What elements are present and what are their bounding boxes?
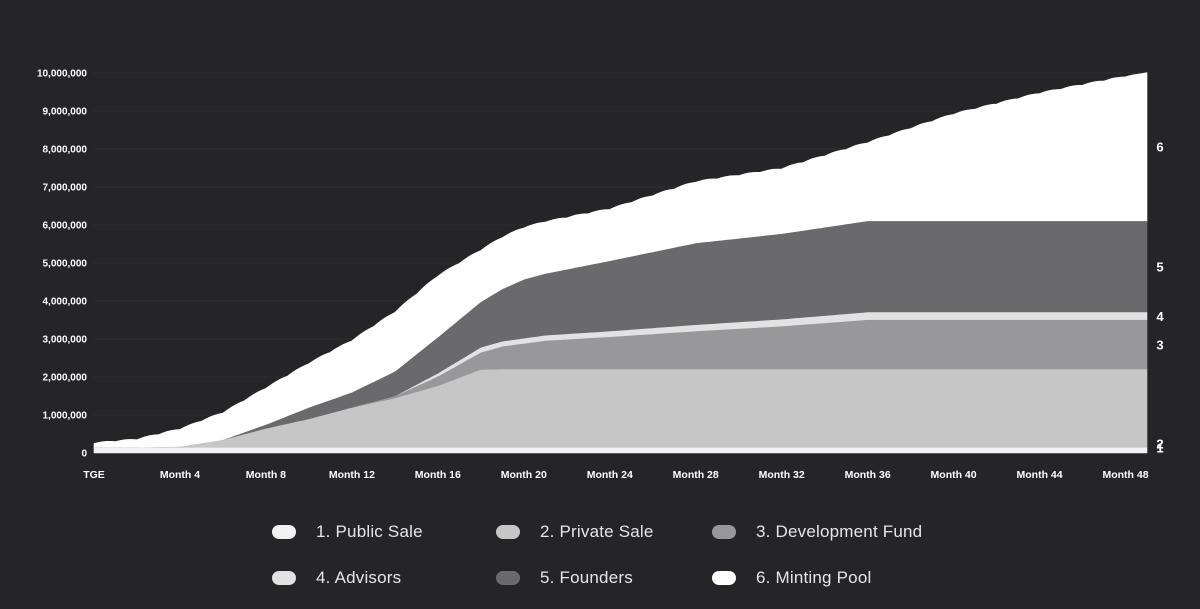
y-tick-label: 8,000,000 [43, 145, 88, 156]
x-tick-label: Month 24 [587, 469, 633, 481]
legend-item-development-fund: 3. Development Fund [712, 520, 972, 544]
y-tick-label: 0 [81, 449, 87, 460]
x-tick-label: Month 12 [329, 469, 375, 481]
legend-label-private-sale: 2. Private Sale [540, 522, 654, 541]
area-series-group [93, 72, 1148, 454]
area-series-1 [93, 447, 1148, 454]
legend: 1. Public Sale 2. Private Sale 3. Develo… [272, 520, 972, 590]
area-series-6 [93, 72, 1148, 448]
x-tick-label: Month 4 [160, 469, 200, 481]
legend-label-development-fund: 3. Development Fund [756, 522, 923, 541]
x-tick-label: Month 28 [673, 469, 719, 481]
y-tick-label: 3,000,000 [43, 335, 88, 346]
series-end-label-6: 6 [1156, 140, 1163, 155]
y-tick-label: 5,000,000 [43, 259, 88, 270]
series-end-label-3: 3 [1156, 337, 1163, 352]
x-tick-label: Month 44 [1017, 469, 1063, 481]
y-tick-label: 2,000,000 [43, 373, 88, 384]
legend-swatch-founders [496, 571, 520, 585]
y-tick-label: 10,000,000 [37, 69, 87, 80]
y-tick-label: 6,000,000 [43, 221, 88, 232]
legend-label-advisors: 4. Advisors [316, 568, 402, 587]
legend-swatch-advisors [272, 571, 296, 585]
series-end-label-1: 1 [1156, 440, 1163, 455]
legend-swatch-public-sale [272, 525, 296, 539]
legend-swatch-development-fund [712, 525, 736, 539]
legend-item-public-sale: 1. Public Sale [272, 520, 496, 544]
y-tick-label: 4,000,000 [43, 297, 88, 308]
x-tick-label: Month 32 [759, 469, 805, 481]
legend-label-public-sale: 1. Public Sale [316, 522, 423, 541]
y-tick-label: 1,000,000 [43, 411, 88, 422]
legend-swatch-private-sale [496, 525, 520, 539]
legend-swatch-minting-pool [712, 571, 736, 585]
legend-item-minting-pool: 6. Minting Pool [712, 566, 972, 590]
x-axis-tick-labels: TGE Month 4 Month 8 Month 12 Month 16 Month 2… [83, 469, 1149, 481]
y-tick-label: 7,000,000 [43, 183, 88, 194]
series-end-label-2: 2 [1156, 436, 1163, 451]
series-end-label-4: 4 [1156, 309, 1164, 324]
legend-item-private-sale: 2. Private Sale [496, 520, 712, 544]
legend-item-advisors: 4. Advisors [272, 566, 496, 590]
series-end-labels: 12 3 4 5 6 [1156, 140, 1164, 456]
x-tick-label: Month 8 [246, 469, 286, 481]
x-tick-label: Month 48 [1102, 469, 1148, 481]
legend-label-minting-pool: 6. Minting Pool [756, 568, 872, 587]
y-axis-tick-labels: 0 1,000,000 2,000,000 3,000,000 4,000,000 5,0… [37, 69, 88, 460]
legend-item-founders: 5. Founders [496, 566, 712, 590]
x-tick-label: Month 16 [415, 469, 461, 481]
series-end-label-5: 5 [1156, 259, 1163, 274]
x-tick-label: Month 40 [931, 469, 977, 481]
x-tick-label: Month 36 [845, 469, 891, 481]
x-tick-label: TGE [83, 469, 105, 481]
legend-label-founders: 5. Founders [540, 568, 633, 587]
x-tick-label: Month 20 [501, 469, 547, 481]
y-tick-label: 9,000,000 [43, 107, 88, 118]
